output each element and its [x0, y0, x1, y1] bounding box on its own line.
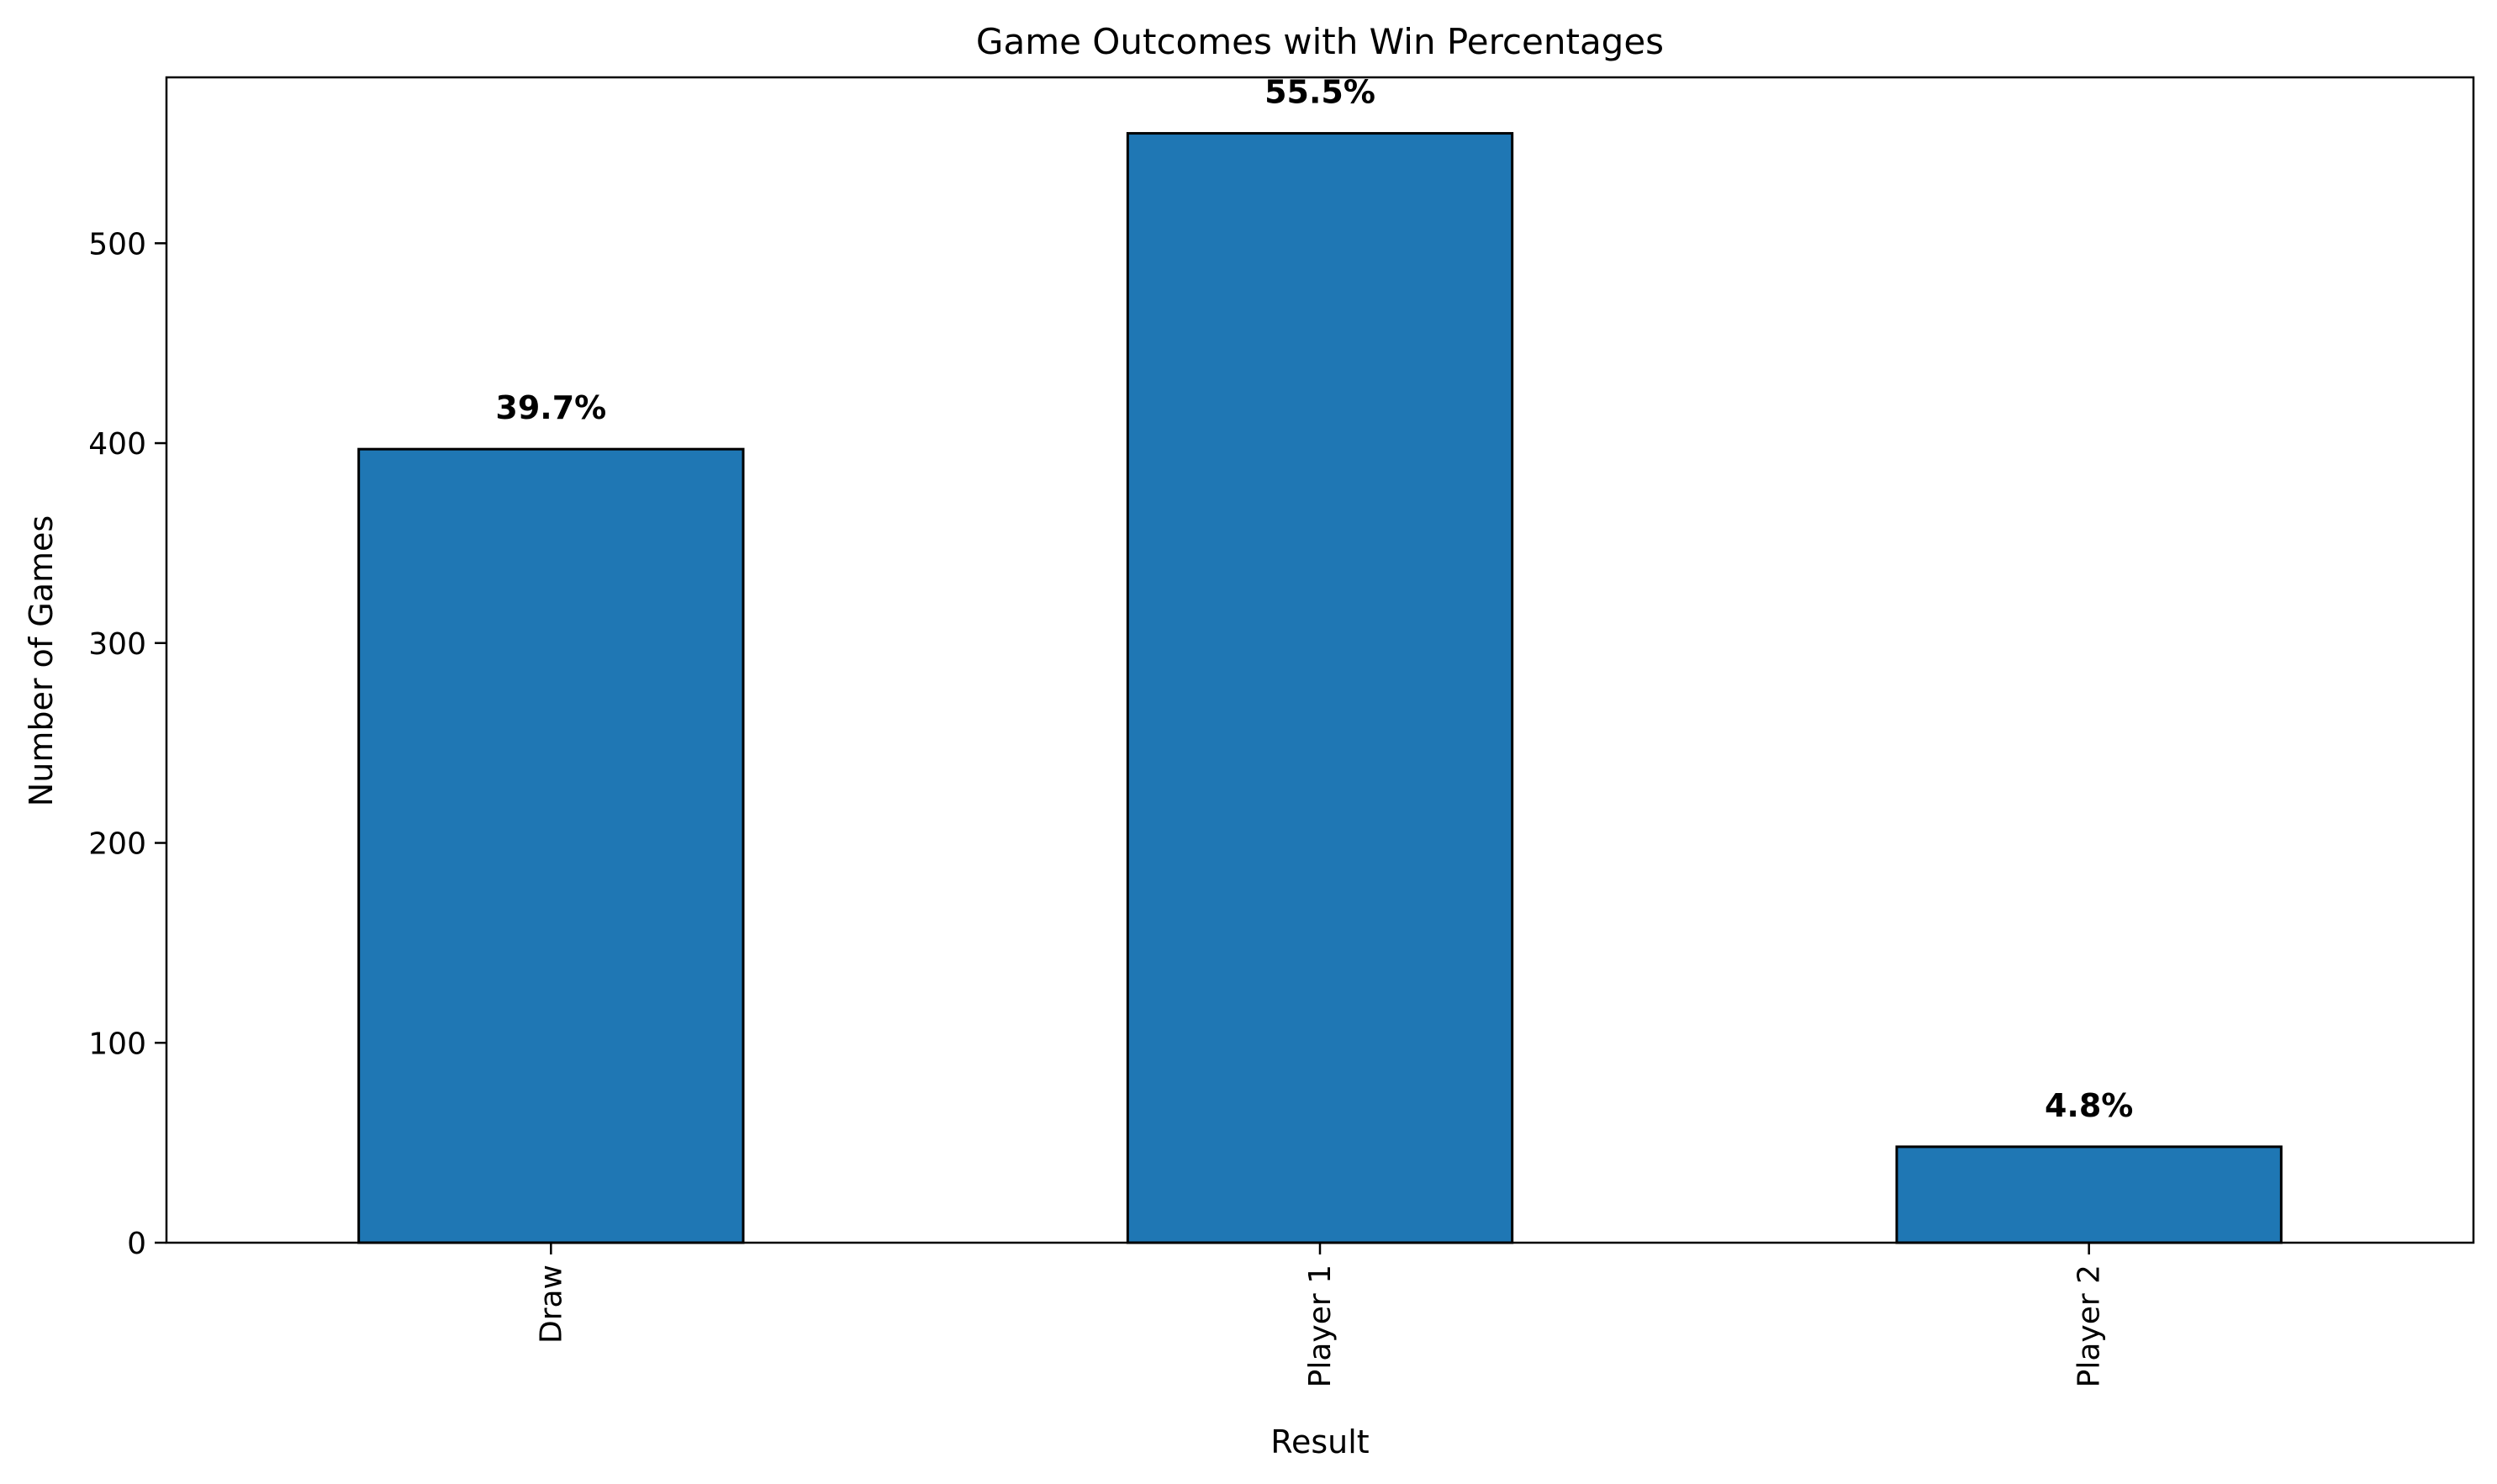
y-tick-label: 200 — [88, 827, 146, 862]
x-tick-label: Draw — [534, 1265, 568, 1344]
y-tick-label: 0 — [127, 1227, 146, 1261]
y-axis-label: Number of Games — [23, 515, 60, 806]
bar-player-1 — [1126, 132, 1514, 1244]
plot-frame — [165, 76, 2475, 1244]
bar-player-2 — [1895, 1145, 2283, 1244]
bars-layer — [357, 132, 2283, 1244]
data-label: 55.5% — [1264, 74, 1375, 111]
x-axis: Draw Player 1 Player 2 — [534, 1243, 2107, 1387]
y-tick-label: 400 — [88, 427, 146, 462]
x-tick-label: Player 1 — [1303, 1265, 1338, 1387]
y-tick-label: 300 — [88, 627, 146, 662]
y-tick-label: 100 — [88, 1027, 146, 1061]
y-tick-label: 500 — [88, 227, 146, 261]
bar-draw — [357, 447, 745, 1244]
data-labels-layer: 39.7% 55.5% 4.8% — [495, 74, 2133, 1124]
x-axis-label: Result — [1270, 1423, 1369, 1460]
x-tick-label: Player 2 — [2072, 1265, 2107, 1387]
data-label: 39.7% — [495, 389, 606, 426]
y-axis: 0 100 200 300 400 500 — [88, 227, 166, 1261]
chart-title: Game Outcomes with Win Percentages — [976, 21, 1664, 62]
data-label: 4.8% — [2045, 1087, 2133, 1124]
